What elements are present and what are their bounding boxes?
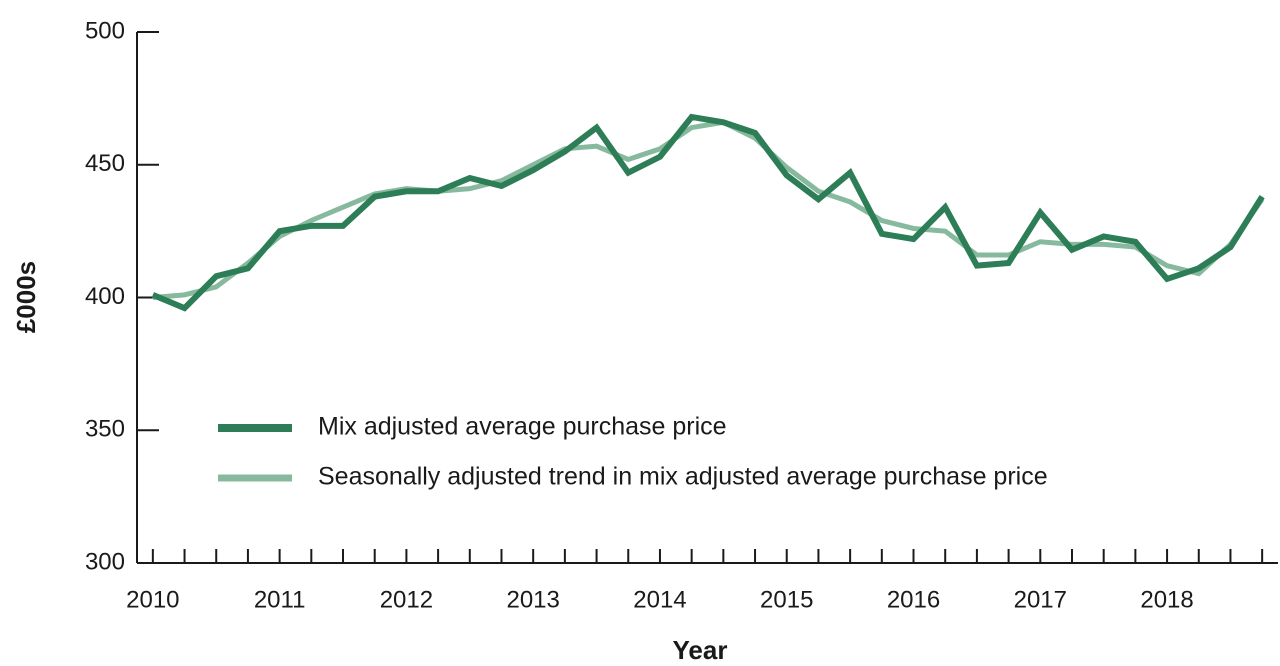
y-tick-label: 300 [85, 548, 125, 575]
legend-label: Mix adjusted average purchase price [318, 413, 727, 441]
x-tick-label: 2014 [633, 586, 686, 613]
y-axis-title: £000s [11, 261, 41, 333]
data-line [152, 119, 1265, 300]
y-tick-label: 400 [85, 283, 125, 310]
x-tick-label: 2013 [506, 586, 559, 613]
y-tick-label: 350 [85, 416, 125, 443]
x-axis-title: Year [673, 635, 728, 665]
x-tick-label: 2015 [760, 586, 813, 613]
y-tick-label: 450 [85, 150, 125, 177]
x-tick-label: 2010 [126, 586, 179, 613]
legend-label: Seasonally adjusted trend in mix adjuste… [318, 463, 1048, 491]
data-line [151, 113, 1265, 312]
y-tick-label: 500 [85, 17, 125, 44]
x-tick-label: 2016 [887, 586, 940, 613]
x-tick-label: 2012 [380, 586, 433, 613]
x-tick-label: 2011 [254, 586, 306, 613]
x-tick-label: 2017 [1014, 586, 1067, 613]
x-tick-label: 2018 [1140, 586, 1193, 613]
